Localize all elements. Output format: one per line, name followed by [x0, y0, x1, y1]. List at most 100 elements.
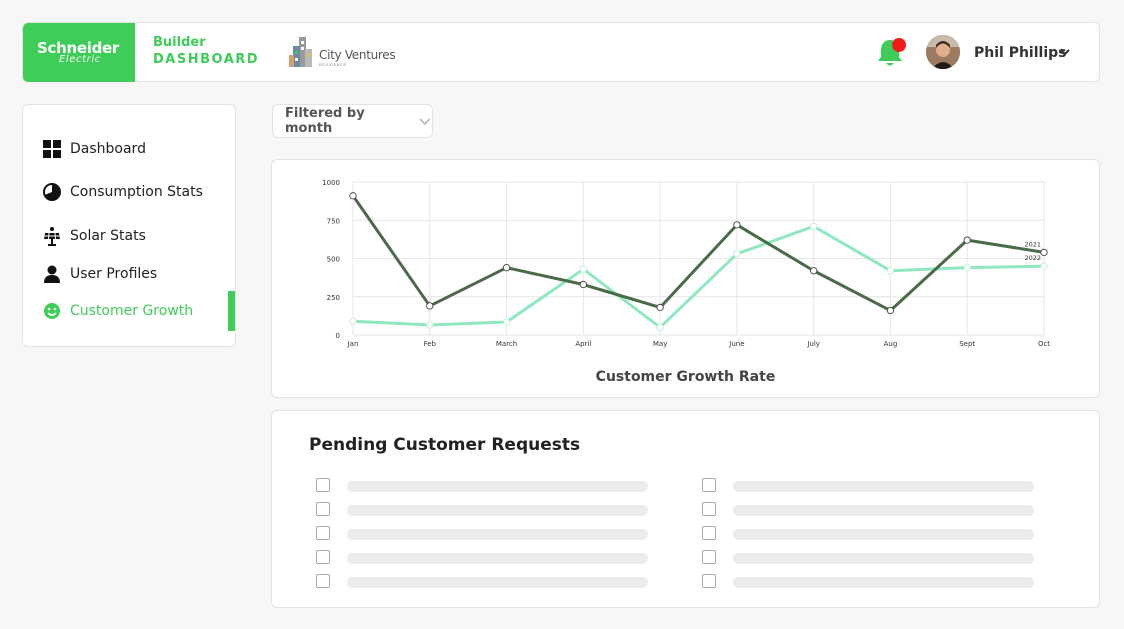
request-placeholder-line — [733, 505, 1034, 516]
app-brand: Builder DASHBOARD — [153, 35, 259, 67]
series-line-2022 — [352, 224, 1045, 329]
data-point — [502, 264, 511, 272]
request-placeholder-line — [733, 553, 1034, 564]
request-checkbox[interactable] — [316, 478, 330, 492]
sidebar-item-label: Dashboard — [70, 141, 146, 157]
partner-logo: City Ventures RESIDENCE — [289, 35, 399, 69]
data-point — [502, 318, 511, 326]
filter-label: Filtered by month — [285, 106, 365, 136]
chevron-down-icon — [419, 118, 431, 126]
x-tick-label: Feb — [424, 340, 437, 348]
x-tick-label: Oct — [1038, 340, 1050, 348]
partner-sub: RESIDENCE — [319, 63, 347, 67]
requests-title: Pending Customer Requests — [309, 435, 581, 455]
y-tick-label: 250 — [327, 294, 340, 302]
request-placeholder-line — [347, 553, 648, 564]
y-tick-label: 750 — [327, 217, 340, 225]
sidebar-item-user-profiles[interactable]: User Profiles — [42, 262, 232, 286]
data-point — [579, 280, 587, 289]
x-tick-label: March — [496, 340, 517, 348]
request-row — [316, 478, 656, 494]
chevron-down-icon[interactable] — [1059, 47, 1071, 57]
x-tick-label: Jan — [347, 340, 359, 348]
request-checkbox[interactable] — [316, 502, 330, 516]
smiley-icon — [42, 301, 62, 321]
series-label: 2022 — [1024, 254, 1041, 262]
request-placeholder-line — [347, 505, 648, 516]
sidebar-item-label: Customer Growth — [70, 303, 194, 319]
request-row — [702, 550, 1042, 566]
request-row — [702, 478, 1042, 494]
request-checkbox[interactable] — [702, 478, 716, 492]
x-tick-label: Sept — [959, 340, 975, 348]
data-point — [810, 267, 818, 275]
request-row — [316, 574, 656, 590]
request-row — [702, 502, 1042, 518]
request-checkbox[interactable] — [316, 574, 330, 588]
sidebar-item-solar-stats[interactable]: Solar Stats — [42, 224, 232, 248]
request-checkbox[interactable] — [316, 526, 330, 540]
request-placeholder-line — [733, 481, 1034, 492]
series-line-2021 — [351, 194, 1045, 313]
request-checkbox[interactable] — [316, 550, 330, 564]
pie-chart-icon — [42, 182, 62, 202]
sidebar-item-label: Solar Stats — [70, 228, 146, 244]
request-placeholder-line — [347, 529, 648, 540]
data-point — [426, 302, 434, 310]
x-tick-label: Aug — [884, 340, 898, 348]
logo-line1: Schneider — [37, 39, 119, 57]
data-point — [656, 303, 664, 312]
request-checkbox[interactable] — [702, 502, 716, 516]
x-tick-label: April — [575, 340, 591, 348]
data-point — [963, 236, 971, 244]
data-point — [349, 192, 357, 200]
schneider-logo[interactable]: Schneider Electric — [23, 23, 135, 82]
request-checkbox[interactable] — [702, 574, 716, 588]
avatar[interactable] — [926, 35, 960, 69]
y-tick-label: 0 — [336, 332, 340, 340]
customer-growth-chart: 1000 750 500 250 0 Jan Feb March April May June Jul… — [322, 179, 1050, 348]
user-icon — [42, 264, 62, 284]
request-placeholder-line — [347, 481, 648, 492]
pending-requests-card: Pending Customer Requests — [271, 410, 1100, 608]
data-point — [886, 267, 895, 275]
avatar-image — [926, 35, 960, 69]
request-row — [316, 526, 656, 542]
request-checkbox[interactable] — [702, 550, 716, 564]
partner-name: City Ventures — [319, 48, 396, 62]
sidebar-item-customer-growth[interactable]: Customer Growth — [42, 299, 232, 323]
data-point — [349, 317, 357, 325]
request-checkbox[interactable] — [702, 526, 716, 540]
data-point — [579, 265, 587, 273]
request-row — [702, 574, 1042, 590]
x-tick-label: May — [653, 340, 667, 348]
customer-growth-chart-card: 1000 750 500 250 0 Jan Feb March April May June Jul… — [271, 159, 1100, 398]
notification-badge — [892, 38, 906, 52]
request-row — [316, 502, 656, 518]
sidebar-item-consumption-stats[interactable]: Consumption Stats — [42, 180, 232, 204]
data-point — [733, 250, 741, 258]
grid-icon — [42, 139, 62, 159]
series-label: 2021 — [1024, 240, 1041, 248]
logo-line2: Electric — [59, 54, 101, 65]
request-placeholder-line — [733, 577, 1034, 588]
x-tick-label: July — [806, 340, 820, 348]
building-icon — [289, 37, 312, 67]
x-tick-label: June — [728, 340, 744, 348]
y-tick-label: 1000 — [322, 179, 340, 187]
data-point — [426, 321, 434, 329]
sidebar-item-dashboard[interactable]: Dashboard — [42, 137, 232, 161]
data-point — [1040, 248, 1048, 257]
data-point — [886, 306, 895, 315]
request-row — [702, 526, 1042, 542]
brand-line2: DASHBOARD — [153, 52, 260, 67]
data-point — [810, 222, 818, 231]
brand-line1: Builder — [153, 35, 206, 50]
user-name[interactable]: Phil Phillips — [974, 45, 1067, 61]
active-indicator — [228, 291, 235, 331]
request-row — [316, 550, 656, 566]
request-placeholder-line — [347, 577, 648, 588]
data-point — [1040, 262, 1048, 270]
month-filter-dropdown[interactable]: Filtered by month — [272, 104, 433, 138]
top-header: Schneider Electric Builder DASHBOARD Cit… — [22, 22, 1100, 82]
